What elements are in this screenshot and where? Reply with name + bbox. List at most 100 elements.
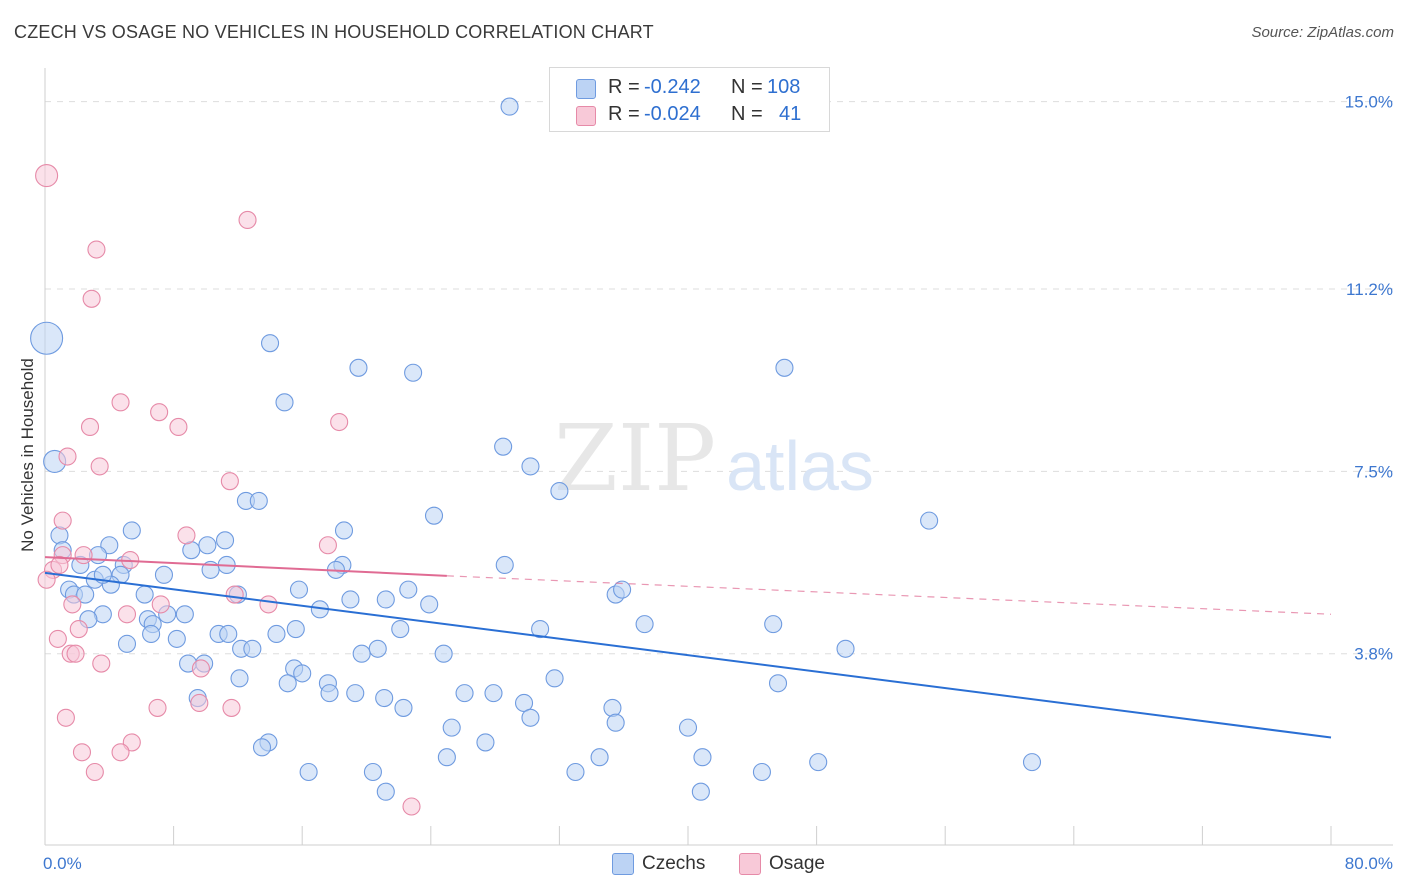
czech-point [275, 393, 294, 412]
czech-point [424, 506, 444, 525]
czech-point [30, 321, 64, 355]
czech-point [249, 491, 268, 510]
czech-point [376, 590, 395, 609]
czech-point [420, 595, 439, 614]
czech-point [299, 762, 318, 782]
czech-point [484, 684, 503, 703]
gridlines [45, 101, 1393, 655]
osage-point [225, 585, 244, 604]
legend-label: Osage [769, 853, 825, 874]
czech-point [260, 334, 280, 353]
czech-point [346, 684, 365, 703]
watermark-atlas: atlas [726, 427, 874, 505]
osage-point [56, 708, 75, 727]
osage-point [259, 595, 278, 614]
osage-point [92, 654, 111, 673]
czech-point [142, 624, 161, 644]
czech-point [320, 684, 339, 703]
osage-point [63, 595, 82, 614]
czech-point [243, 639, 262, 658]
czech-point [219, 624, 238, 644]
r-value: -0.024 [644, 103, 701, 125]
osage-point [53, 511, 72, 530]
czech-point [278, 674, 297, 693]
czech-point [764, 615, 783, 634]
r-value: -0.242 [644, 76, 701, 98]
czech-point [809, 753, 828, 772]
czechs-trend-line [44, 571, 1332, 739]
n-label: N = [731, 103, 763, 125]
czech-point [566, 762, 585, 782]
czech-point [495, 555, 514, 575]
czech-point [603, 698, 622, 717]
osage-point [35, 164, 59, 188]
osage-legend-swatch [739, 853, 761, 875]
czech-point [590, 748, 609, 767]
czech-point [691, 782, 710, 801]
czech-point [50, 526, 69, 545]
n-label: N = [731, 76, 763, 98]
czech-point [455, 684, 474, 703]
osage-point [220, 472, 239, 491]
y-tick-labels: 3.8% 7.5% 11.2% 15.0% [1345, 93, 1393, 664]
chart-title: CZECH VS OSAGE NO VEHICLES IN HOUSEHOLD … [14, 22, 654, 42]
osage-point [69, 620, 88, 639]
osage-point [111, 393, 130, 412]
stats-row-osage: R = -0.024 N = 41 [550, 100, 829, 128]
osage-point [190, 693, 209, 713]
osage-point [50, 555, 69, 575]
osage-point [87, 240, 106, 259]
czech-point [606, 713, 625, 732]
osage-point [151, 595, 170, 614]
axes [44, 68, 1393, 846]
osage-point [150, 403, 169, 422]
czech-point [394, 698, 413, 717]
czech-point [167, 629, 186, 648]
czech-point [334, 521, 354, 540]
osage-point [169, 417, 188, 437]
osage-swatch [576, 106, 596, 126]
osage-point [402, 797, 421, 816]
czech-point [476, 733, 495, 752]
czech-point [117, 634, 137, 653]
czech-point [375, 689, 394, 708]
czech-point [293, 664, 312, 683]
osage-trend-line [44, 556, 447, 577]
czech-point [341, 590, 360, 609]
osage-trend-line [446, 575, 1332, 615]
osage-point [191, 659, 210, 678]
osage-point [66, 644, 85, 663]
n-value: 108 [767, 76, 801, 98]
czech-point [635, 615, 654, 634]
czech-point [404, 363, 423, 382]
czech-point [76, 585, 95, 604]
czech-point [920, 511, 939, 530]
czech-point [434, 644, 453, 663]
czech-point [198, 536, 217, 555]
osage-point [330, 412, 349, 432]
osage-point [82, 289, 101, 308]
czech-point [289, 580, 309, 599]
czech-point [550, 481, 569, 501]
osage-point [85, 762, 104, 782]
x-tick-label-min: 0.0% [43, 854, 82, 873]
watermark: ZIP atlas [554, 405, 874, 512]
czech-point [521, 708, 540, 727]
czechs-legend-swatch [612, 853, 634, 875]
czech-point [768, 674, 788, 693]
czech-point [391, 620, 410, 639]
czech-point [775, 358, 794, 377]
czech-point [215, 531, 235, 550]
osage-point [222, 698, 241, 717]
czech-point [500, 97, 519, 116]
czech-point [230, 669, 249, 688]
czech-point [135, 585, 154, 604]
r-label: R = [608, 76, 640, 98]
legend-label: Czechs [642, 853, 706, 874]
osage-point [80, 417, 100, 437]
x-tick-labels: 0.0% 80.0% [43, 854, 1393, 873]
x-tick-label-max: 80.0% [1345, 854, 1393, 873]
osage-point [58, 447, 77, 466]
n-value: 41 [779, 103, 802, 125]
